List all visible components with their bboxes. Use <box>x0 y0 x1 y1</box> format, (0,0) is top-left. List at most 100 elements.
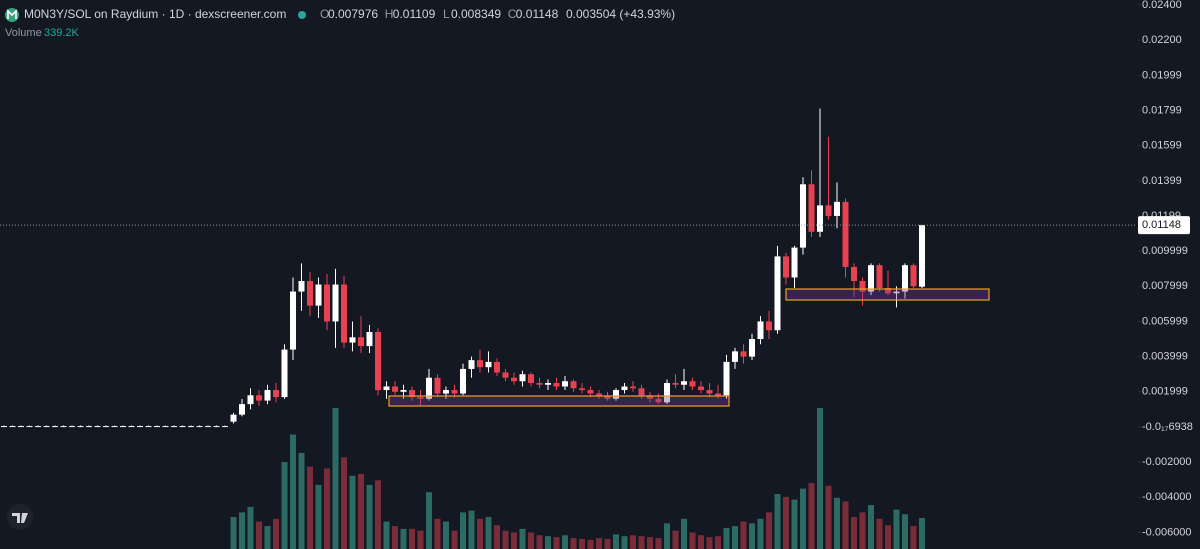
candle-body <box>171 426 177 428</box>
candle-body <box>562 381 568 387</box>
candle-body <box>834 201 840 216</box>
candle-body <box>239 404 245 415</box>
candle-body <box>494 361 500 373</box>
volume-bar <box>451 530 458 549</box>
candle-body <box>256 395 262 401</box>
candle-body <box>825 205 832 216</box>
volume-bar <box>842 501 849 549</box>
candle-body <box>120 426 126 428</box>
volume-bar <box>477 518 483 549</box>
candle-body <box>570 381 577 389</box>
candle-body <box>528 374 534 383</box>
candle-body <box>868 265 874 292</box>
volume-bar <box>706 537 713 549</box>
volume-bar <box>358 473 364 549</box>
volume-bar <box>596 538 602 549</box>
candle-body <box>154 426 160 428</box>
volume-bar <box>502 530 509 549</box>
volume-bar <box>681 518 687 549</box>
candle-body <box>553 382 560 387</box>
volume-bar <box>757 518 764 549</box>
candle-body <box>536 382 543 385</box>
candle-body <box>103 426 109 428</box>
volume-bar <box>613 534 619 549</box>
volume-bar <box>417 530 424 549</box>
candle-body <box>264 390 271 401</box>
candle-body <box>383 386 390 391</box>
volume-bar <box>740 521 747 549</box>
y-tick-label: 0.01599 <box>1142 140 1182 152</box>
last-price-tag <box>1138 216 1190 235</box>
volume-bar <box>919 517 925 549</box>
volume-bar <box>587 539 594 549</box>
last-price-label: 0.01148 <box>1142 219 1181 231</box>
candle-body <box>698 386 704 391</box>
candle-body <box>689 381 696 387</box>
ohlc-value: 0.008349 <box>451 7 501 21</box>
candle-body <box>477 360 483 368</box>
volume-bar <box>273 518 279 549</box>
candle-body <box>638 388 645 396</box>
y-tick-label: 0.005999 <box>1142 315 1188 327</box>
volume-bar <box>553 537 560 549</box>
volume-layer <box>230 408 925 549</box>
candle-body <box>366 332 373 347</box>
volume-bar <box>392 526 398 549</box>
candle-body <box>681 381 687 385</box>
volume-bar <box>715 536 721 549</box>
volume-bar <box>400 528 407 549</box>
candle-body <box>800 184 806 248</box>
candle-body <box>332 284 339 322</box>
candle-body <box>604 395 611 399</box>
candle-body <box>247 395 254 405</box>
volume-bar <box>647 537 653 549</box>
candle-body <box>842 201 849 267</box>
volume-bar <box>825 485 832 549</box>
candle-body <box>859 281 866 292</box>
candle-body <box>596 393 602 396</box>
volume-bar <box>604 538 611 549</box>
volume-bar <box>494 525 500 549</box>
volume-bar <box>443 521 449 549</box>
candle-body <box>230 414 237 422</box>
ohlc-key: H <box>385 7 394 21</box>
ohlc-value: 0.01109 <box>393 7 436 21</box>
candle-body <box>69 426 75 428</box>
volume-bar <box>672 530 679 549</box>
volume-value: 339.2K <box>44 27 80 39</box>
candle-body <box>919 225 925 287</box>
candle-body <box>817 205 823 232</box>
volume-bar <box>698 535 704 549</box>
volume-bar <box>893 509 900 549</box>
y-tick-label: 0.01999 <box>1142 69 1182 81</box>
candle-body <box>111 426 118 428</box>
candle-body <box>774 256 781 331</box>
volume-bar <box>859 512 866 549</box>
candle-body <box>434 377 441 394</box>
volume-bar <box>910 526 917 549</box>
candle-body <box>706 390 713 394</box>
candle-body <box>128 426 135 428</box>
volume-bar <box>630 535 636 549</box>
volume-bar <box>332 408 339 549</box>
candle-body <box>392 386 398 392</box>
volume-bar <box>774 494 781 549</box>
candle-body <box>26 426 33 428</box>
candle-body <box>672 382 679 385</box>
volume-bar <box>239 512 245 549</box>
volume-bar <box>468 510 475 549</box>
candle-body <box>740 351 747 357</box>
volume-bar <box>834 497 840 549</box>
volume-bar <box>800 488 806 549</box>
volume-bar <box>545 536 551 549</box>
candle-body <box>188 426 194 428</box>
volume-bar <box>315 484 322 549</box>
y-tick-label: 0.02400 <box>1142 0 1182 11</box>
y-tick-label: 0.01799 <box>1142 105 1182 117</box>
candle-body <box>587 390 594 394</box>
candle-body <box>443 390 449 394</box>
candle-body <box>417 397 424 399</box>
volume-bar <box>689 532 696 549</box>
candle-body <box>791 247 798 278</box>
